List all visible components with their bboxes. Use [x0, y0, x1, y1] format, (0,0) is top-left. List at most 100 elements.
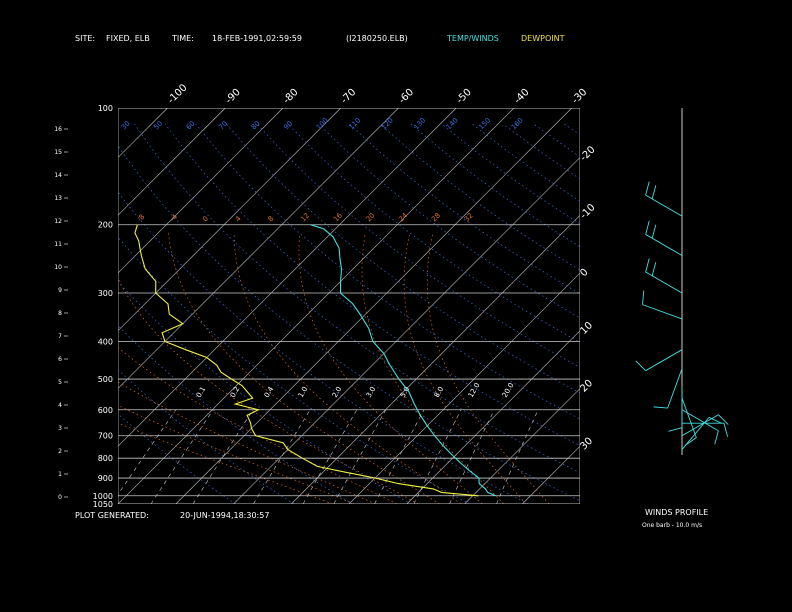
legend-temp-winds: TEMP/WINDS	[447, 34, 499, 43]
dry-adiabat-line	[410, 123, 580, 248]
wind-barb-shaft	[681, 409, 719, 432]
dry-adiabat-line	[118, 145, 580, 502]
pressure-tick-label: 500	[98, 375, 113, 384]
isotherm-tick-label: 30	[578, 436, 595, 453]
dry-adiabat-line	[164, 123, 580, 446]
height-tick-label: 13	[54, 195, 62, 202]
isotherm-line	[638, 108, 792, 504]
sounding-series	[134, 224, 497, 497]
wind-barb-feather	[645, 258, 650, 273]
isotherm-line	[0, 108, 110, 504]
height-tick-label: 9	[58, 287, 62, 294]
dry-adiabat-line	[502, 123, 580, 180]
winds-profile	[635, 108, 729, 455]
wind-barb-feather	[645, 220, 650, 235]
isotherm-tick-label: -20	[578, 144, 597, 163]
isotherm-line	[348, 272, 580, 504]
wind-barb-shaft	[681, 397, 697, 438]
height-tick-label: 1	[58, 471, 62, 478]
wind-barb-shaft	[645, 349, 683, 372]
wind-barb-feather	[708, 416, 722, 424]
dry-adiabat-line	[349, 123, 580, 295]
mixing-ratio-label: 8.0	[433, 385, 445, 399]
site-value: FIXED, ELB	[106, 34, 150, 43]
mixing-ratio-line	[374, 409, 425, 504]
dry-adiabat-line	[118, 281, 412, 504]
wind-barb-feather	[645, 181, 650, 196]
dry-adiabat-line	[195, 123, 580, 420]
height-tick-label: 4	[58, 402, 62, 409]
moist-adiabat-line	[426, 232, 550, 504]
isotherm-line	[696, 108, 792, 504]
dry-adiabat-label: 50	[152, 119, 164, 131]
height-tick-label: 10	[54, 264, 62, 271]
moist-adiabat-label: 28	[430, 211, 442, 223]
dry-adiabat-line	[257, 123, 580, 368]
isotherm-tick-label: 20	[578, 378, 595, 395]
wind-barb-shaft	[645, 234, 683, 256]
moist-adiabat-line	[233, 232, 462, 504]
dry-adiabat-label: 30	[120, 119, 132, 131]
pressure-tick-label: 300	[98, 289, 113, 298]
height-tick-label: 14	[54, 172, 62, 179]
mixing-ratio-line	[413, 409, 462, 504]
moist-adiabat-line	[118, 404, 355, 504]
mixing-ratio-label: 0.4	[263, 385, 276, 399]
height-tick-label: 5	[58, 379, 62, 386]
isotherm-line	[118, 108, 457, 447]
isotherm-line	[291, 214, 580, 504]
isotherm-tick-label: -40	[512, 87, 531, 106]
moist-adiabat-line	[168, 232, 440, 504]
height-tick-label: 6	[58, 356, 62, 363]
isotherm-tick-label: -30	[570, 87, 589, 106]
dry-adiabat-line	[533, 123, 580, 158]
isotherm-tick-label: 10	[578, 320, 595, 337]
moist-adiabat-line	[118, 277, 419, 504]
temperature-line	[310, 224, 497, 497]
mixing-ratio-label: 0.2	[229, 385, 241, 399]
plot-generated-value: 20-JUN-1994,18:30:57	[180, 511, 270, 520]
mixing-ratio-label: 1.0	[297, 385, 309, 399]
dry-adiabat-line	[318, 123, 580, 319]
wind-barb-feather	[653, 406, 668, 409]
wind-barb-feather	[642, 290, 645, 305]
dry-adiabat-label: 80	[250, 119, 262, 131]
legend-dewpoint: DEWPOINT	[521, 34, 565, 43]
dewpoint-line	[134, 224, 479, 497]
wind-barb-feather	[651, 224, 657, 239]
moist-adiabat-label: 24	[397, 211, 409, 223]
dry-adiabat-line	[134, 123, 580, 474]
isotherm-line	[118, 108, 399, 389]
mixing-ratio-line	[449, 409, 495, 504]
dry-adiabat-label: 150	[477, 116, 492, 131]
mixing-ratio-line	[118, 409, 177, 496]
wind-barb-feather	[718, 414, 729, 425]
wind-barb-shaft	[645, 271, 683, 294]
pressure-tick-label: 1000	[93, 492, 113, 501]
height-tick-label: 3	[58, 425, 62, 432]
dry-adiabat-line	[287, 123, 580, 343]
isotherm-tick-label: -90	[224, 87, 243, 106]
wind-barb-shaft	[681, 414, 719, 437]
wind-barb-feather	[651, 262, 657, 276]
moist-adiabat-line	[298, 232, 483, 504]
pressure-tick-label: 700	[98, 432, 113, 441]
isotherm-line	[406, 330, 580, 504]
dry-adiabat-line	[118, 325, 353, 504]
height-tick-label: 16	[54, 126, 62, 133]
dry-adiabat-line	[226, 123, 580, 394]
time-value: 18-FEB-1991,02:59:59	[212, 34, 302, 43]
mixing-ratio-line	[496, 409, 539, 504]
moist-adiabat-line	[118, 346, 398, 504]
dry-adiabat-line	[118, 369, 295, 504]
isotherm-line	[464, 388, 580, 504]
wind-barb-shaft	[667, 368, 683, 409]
height-tick-label: 15	[54, 149, 62, 156]
pressure-tick-label: 400	[98, 337, 113, 346]
moist-adiabat-label: 0	[201, 215, 210, 224]
pressure-tick-label: 100	[98, 104, 113, 113]
winds-profile-title: WINDS PROFILE	[645, 508, 709, 517]
mixing-ratio-line	[192, 409, 254, 504]
wind-barb-feather	[668, 427, 683, 432]
